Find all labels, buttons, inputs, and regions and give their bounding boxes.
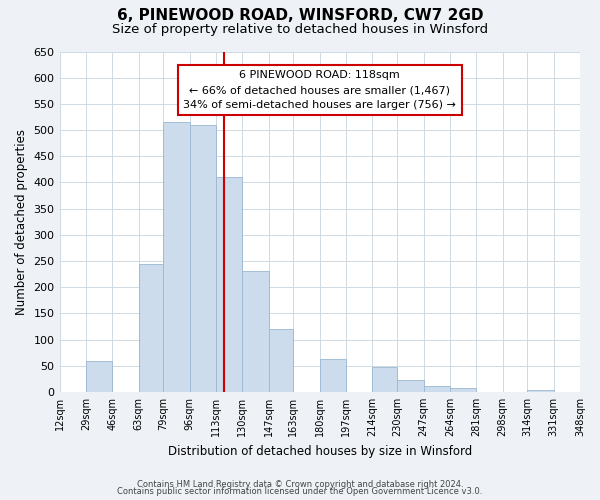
X-axis label: Distribution of detached houses by size in Winsford: Distribution of detached houses by size … (167, 444, 472, 458)
Text: Size of property relative to detached houses in Winsford: Size of property relative to detached ho… (112, 22, 488, 36)
Text: 6, PINEWOOD ROAD, WINSFORD, CW7 2GD: 6, PINEWOOD ROAD, WINSFORD, CW7 2GD (117, 8, 483, 22)
Text: 6 PINEWOOD ROAD: 118sqm
← 66% of detached houses are smaller (1,467)
34% of semi: 6 PINEWOOD ROAD: 118sqm ← 66% of detache… (184, 70, 456, 110)
Bar (373, 368, 397, 392)
Bar (216, 177, 242, 392)
Bar (242, 272, 269, 392)
Bar (139, 264, 163, 392)
Bar (320, 359, 346, 392)
Bar (269, 329, 293, 392)
Bar (163, 122, 190, 392)
Bar (86, 360, 112, 392)
Y-axis label: Number of detached properties: Number of detached properties (15, 128, 28, 314)
Bar (424, 386, 450, 392)
Bar (397, 380, 424, 392)
Bar (527, 390, 554, 392)
Bar (450, 388, 476, 392)
Bar (580, 390, 600, 392)
Bar (190, 125, 216, 392)
Text: Contains public sector information licensed under the Open Government Licence v3: Contains public sector information licen… (118, 487, 482, 496)
Text: Contains HM Land Registry data © Crown copyright and database right 2024.: Contains HM Land Registry data © Crown c… (137, 480, 463, 489)
